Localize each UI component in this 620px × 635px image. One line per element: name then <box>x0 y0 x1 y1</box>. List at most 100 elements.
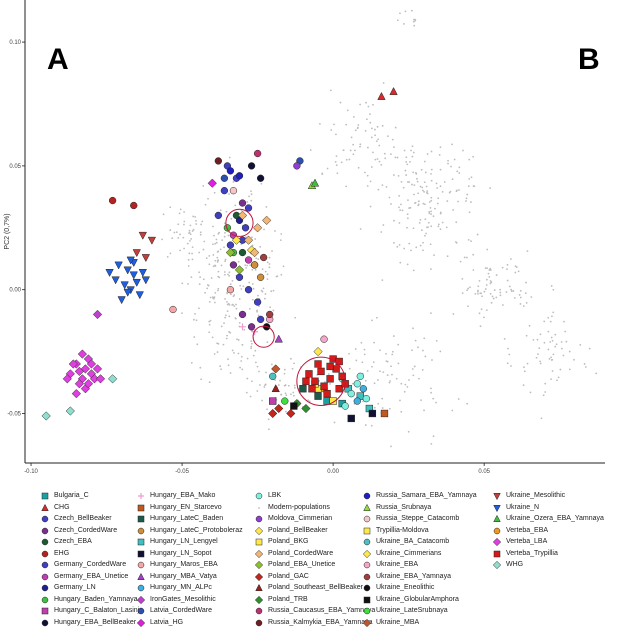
modern-population-point <box>461 278 464 280</box>
modern-population-point <box>508 353 511 356</box>
data-point <box>269 397 277 405</box>
modern-population-point <box>430 387 432 390</box>
modern-population-point <box>215 238 218 241</box>
modern-population-point <box>187 265 190 267</box>
modern-population-point <box>397 343 400 346</box>
modern-population-point <box>239 284 242 287</box>
data-point <box>65 406 75 416</box>
modern-population-point <box>215 241 218 244</box>
modern-population-point <box>455 221 458 224</box>
modern-population-point <box>399 399 401 402</box>
modern-population-point <box>237 260 240 263</box>
data-point <box>141 254 150 263</box>
modern-population-point <box>214 291 217 294</box>
legend-label: Ukraine_MBA <box>376 618 420 626</box>
modern-population-point <box>240 288 243 290</box>
modern-population-point <box>201 220 204 223</box>
data-point <box>225 247 236 258</box>
modern-population-point <box>404 383 407 386</box>
legend-marker <box>255 583 263 591</box>
modern-population-point <box>196 343 199 346</box>
modern-population-point <box>529 391 532 394</box>
series-czech-bellbeaker <box>214 162 262 306</box>
modern-population-point <box>547 330 550 333</box>
modern-population-point <box>407 430 410 433</box>
modern-population-point <box>191 252 194 255</box>
modern-population-point <box>398 206 400 209</box>
data-point <box>234 265 245 275</box>
modern-population-point <box>348 352 350 355</box>
modern-population-point <box>538 347 541 350</box>
modern-population-point <box>308 400 311 403</box>
modern-population-point <box>250 347 252 350</box>
legend-marker <box>41 584 49 592</box>
modern-population-point <box>499 294 502 297</box>
legend-swatch <box>41 550 49 557</box>
modern-population-point <box>217 289 219 292</box>
modern-population-point <box>380 231 383 233</box>
modern-population-point <box>189 233 192 236</box>
modern-population-point <box>209 296 212 299</box>
data-point <box>249 247 260 258</box>
modern-population-point <box>478 279 481 282</box>
modern-population-point <box>484 288 487 290</box>
modern-population-point <box>419 218 422 221</box>
modern-population-point <box>489 282 492 285</box>
modern-population-point <box>523 370 526 373</box>
modern-population-point <box>246 264 249 267</box>
modern-population-point <box>429 206 432 209</box>
modern-population-point <box>530 296 533 298</box>
legend-swatch <box>493 493 501 501</box>
data-point <box>220 174 229 182</box>
data-point <box>274 403 284 414</box>
modern-population-point <box>329 382 331 385</box>
series-hungary-en-starcevo <box>380 409 389 418</box>
modern-population-point <box>441 221 444 224</box>
modern-population-point <box>480 292 483 295</box>
modern-population-point <box>212 225 214 228</box>
modern-population-point <box>462 149 464 152</box>
modern-population-point <box>456 170 459 173</box>
modern-population-point <box>376 158 379 160</box>
modern-population-point <box>398 243 401 246</box>
modern-population-point <box>214 242 217 245</box>
legend-label: Ukraine_EBA_Yamnaya <box>376 572 451 580</box>
modern-population-point <box>251 268 254 271</box>
modern-population-point <box>213 191 216 194</box>
modern-population-point <box>396 156 399 159</box>
legend-swatch <box>492 560 502 570</box>
modern-population-point <box>209 319 212 322</box>
legend-label: Poland_CordedWare <box>268 549 334 557</box>
legend-marker <box>137 572 145 580</box>
modern-population-point <box>258 370 260 373</box>
modern-population-point <box>468 211 471 214</box>
modern-population-point <box>223 322 225 325</box>
modern-population-point <box>188 231 191 234</box>
modern-population-point <box>477 285 480 288</box>
modern-population-point <box>555 343 558 346</box>
legend-swatch <box>493 550 501 557</box>
modern-population-point <box>364 171 366 174</box>
modern-population-point <box>249 264 252 267</box>
modern-population-point <box>268 256 271 259</box>
modern-population-point <box>166 255 169 258</box>
x-tick-label: 0.05 <box>478 469 490 475</box>
modern-population-point <box>250 345 253 348</box>
data-point <box>74 366 84 376</box>
modern-population-point <box>412 269 415 272</box>
modern-population-point <box>419 185 422 188</box>
modern-population-point <box>384 157 387 160</box>
modern-population-point <box>381 279 384 282</box>
modern-population-point <box>506 268 508 271</box>
legend-marker <box>137 538 145 546</box>
y-tick-label: 0.05 <box>9 164 21 170</box>
legend-marker <box>363 573 371 580</box>
data-point <box>347 390 355 398</box>
modern-population-point <box>224 314 227 317</box>
modern-population-point <box>219 209 222 212</box>
modern-population-point <box>413 184 416 187</box>
data-point <box>89 374 100 384</box>
modern-population-point <box>283 368 286 371</box>
modern-population-point <box>204 291 207 294</box>
legend-swatch <box>255 583 263 591</box>
